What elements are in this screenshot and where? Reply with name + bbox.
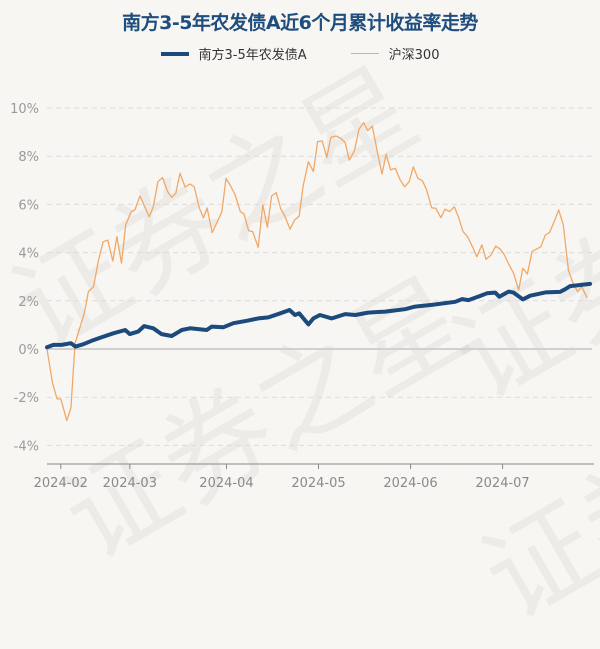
y-tick-label: 10%	[10, 102, 39, 117]
x-tick-label: 2024-07	[475, 476, 529, 491]
y-tick-label: 4%	[18, 247, 39, 262]
y-tick-label: -2%	[14, 391, 39, 406]
series-line-hs300	[46, 122, 588, 422]
x-tick-label: 2024-02	[34, 476, 88, 491]
y-tick-label: -4%	[14, 439, 39, 454]
x-tick-label: 2024-04	[199, 476, 253, 491]
legend-label-fund: 南方3-5年农发债A	[198, 48, 307, 63]
legend: 南方3-5年农发债A 沪深300	[0, 44, 600, 63]
x-tick-label: 2024-06	[383, 476, 437, 491]
line-chart: -4% -2% 0% 2% 4% 6% 8% 10% 2024-02 2024-03 2024-04…	[10, 102, 594, 491]
y-tick-label: 2%	[18, 295, 39, 310]
y-tick-label: 8%	[18, 150, 39, 165]
y-tick-label: 0%	[18, 343, 39, 358]
x-tick-label: 2024-03	[103, 476, 157, 491]
legend-label-hs300: 沪深300	[388, 48, 440, 63]
x-tick-label: 2024-05	[291, 476, 345, 491]
chart-title: 南方3-5年农发债A近6个月累计收益率走势	[122, 12, 478, 34]
series-line-fund	[45, 281, 592, 350]
legend-swatch-hs300	[350, 53, 379, 54]
legend-swatch-fund	[160, 51, 189, 56]
y-tick-label: 6%	[18, 198, 39, 213]
legend-item-hs300[interactable]: 沪深300	[350, 44, 440, 63]
legend-item-fund[interactable]: 南方3-5年农发债A	[160, 44, 307, 63]
